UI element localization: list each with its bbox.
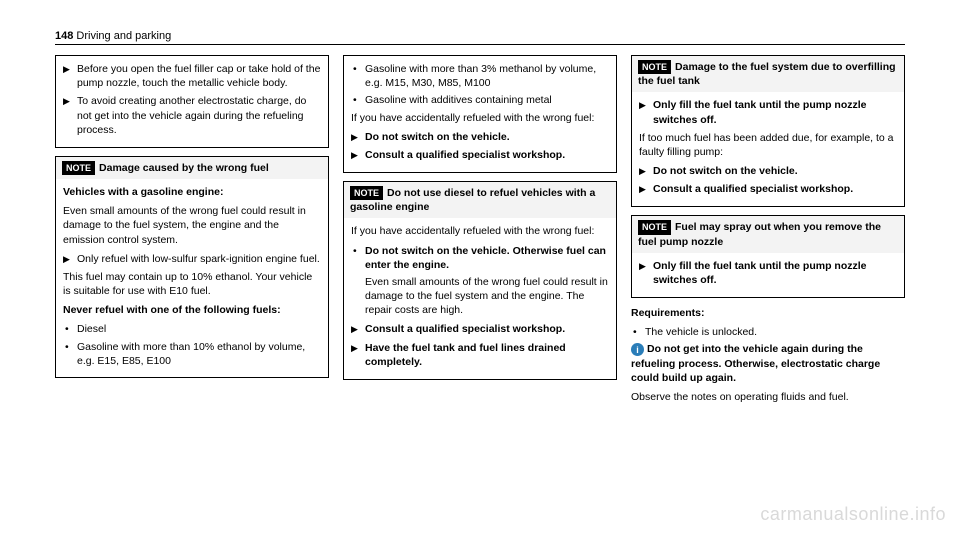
arrow-item: ▶ Do not switch on the vehicle.: [639, 164, 897, 178]
body-text-bold: Never refuel with one of the following f…: [63, 303, 321, 317]
triangle-icon: ▶: [351, 148, 365, 162]
section-title: Driving and parking: [76, 30, 171, 42]
arrow-text: Consult a qualified specialist workshop.: [653, 182, 897, 196]
triangle-icon: ▶: [639, 182, 653, 196]
footer-text: Observe the notes on operating fluids an…: [631, 390, 905, 404]
body-text: If you have accidentally refueled with t…: [351, 224, 609, 238]
column-2: • Gasoline with more than 3% methanol by…: [343, 55, 617, 409]
note-body: ▶ Only fill the fuel tank until the pump…: [631, 92, 905, 207]
body-text: Even small amounts of the wrong fuel cou…: [63, 204, 321, 247]
continuation-box: • Gasoline with more than 3% methanol by…: [343, 55, 617, 173]
arrow-text: Only fill the fuel tank until the pump n…: [653, 98, 897, 126]
bullet-item: • Gasoline with more than 10% ethanol by…: [63, 340, 321, 368]
body-text: If you have accidentally refueled with t…: [351, 111, 609, 125]
bullet-icon: •: [63, 322, 77, 336]
body-text: If too much fuel has been added due, for…: [639, 131, 897, 159]
note-header: NOTE Damage caused by the wrong fuel: [55, 156, 329, 179]
note-title: Damage caused by the wrong fuel: [99, 162, 269, 174]
triangle-icon: ▶: [351, 341, 365, 369]
note-title: Fuel may spray out when you remove the f…: [638, 221, 881, 247]
columns: ▶ Before you open the fuel filler cap or…: [55, 55, 905, 409]
note-body: If you have accidentally refueled with t…: [343, 218, 617, 380]
note-title: Damage to the fuel system due to overfil…: [638, 61, 896, 87]
triangle-icon: ▶: [63, 252, 77, 266]
arrow-item: ▶ Only fill the fuel tank until the pump…: [639, 98, 897, 126]
arrow-text: Do not switch on the vehicle.: [653, 164, 897, 178]
arrow-text: Before you open the fuel filler cap or t…: [77, 62, 321, 90]
arrow-text: Do not switch on the vehicle.: [365, 130, 609, 144]
note-header: NOTEDo not use diesel to refuel vehicles…: [343, 181, 617, 218]
page-container: 148 Driving and parking ▶ Before you ope…: [0, 0, 960, 419]
page-number: 148: [55, 30, 73, 42]
triangle-icon: ▶: [639, 98, 653, 126]
bullet-icon: •: [351, 62, 365, 90]
warning-box-1: ▶ Before you open the fuel filler cap or…: [55, 55, 329, 148]
subheading: Vehicles with a gasoline engine:: [63, 185, 321, 199]
arrow-text: Only fill the fuel tank until the pump n…: [653, 259, 897, 287]
bullet-item: • Gasoline with additives containing met…: [351, 93, 609, 107]
note-title: Do not use diesel to refuel vehicles wit…: [350, 187, 595, 213]
bullet-item: • Diesel: [63, 322, 321, 336]
body-text: This fuel may contain up to 10% ethanol.…: [63, 270, 321, 298]
sub-text: Even small amounts of the wrong fuel cou…: [351, 275, 609, 318]
note-body: ▶ Only fill the fuel tank until the pump…: [631, 253, 905, 298]
note-header: NOTEFuel may spray out when you remove t…: [631, 215, 905, 252]
arrow-text: Consult a qualified specialist workshop.: [365, 148, 609, 162]
column-1: ▶ Before you open the fuel filler cap or…: [55, 55, 329, 409]
arrow-text: Have the fuel tank and fuel lines draine…: [365, 341, 609, 369]
note-badge: NOTE: [62, 161, 95, 175]
bullet-text: Gasoline with additives containing metal: [365, 93, 609, 107]
arrow-text: Only refuel with low-sulfur spark-igniti…: [77, 252, 321, 266]
bullet-text: Do not switch on the vehicle. Otherwise …: [365, 244, 609, 272]
requirements-title: Requirements:: [631, 306, 905, 320]
bullet-icon: •: [631, 325, 645, 339]
arrow-text: Consult a qualified specialist workshop.: [365, 322, 609, 336]
info-paragraph: iDo not get into the vehicle again durin…: [631, 342, 905, 385]
note-body: Vehicles with a gasoline engine: Even sm…: [55, 179, 329, 378]
arrow-item: ▶ Consult a qualified specialist worksho…: [639, 182, 897, 196]
triangle-icon: ▶: [351, 130, 365, 144]
info-icon: i: [631, 343, 644, 356]
arrow-item: ▶ Consult a qualified specialist worksho…: [351, 148, 609, 162]
triangle-icon: ▶: [351, 322, 365, 336]
note-header: NOTEDamage to the fuel system due to ove…: [631, 55, 905, 92]
arrow-item: ▶ Only refuel with low-sulfur spark-igni…: [63, 252, 321, 266]
bullet-item: • The vehicle is unlocked.: [631, 325, 905, 339]
bullet-icon: •: [351, 93, 365, 107]
arrow-item: ▶ Only fill the fuel tank until the pump…: [639, 259, 897, 287]
triangle-icon: ▶: [63, 94, 77, 137]
page-header: 148 Driving and parking: [55, 30, 905, 45]
bullet-text: The vehicle is unlocked.: [645, 325, 905, 339]
arrow-item: ▶ To avoid creating another electrostati…: [63, 94, 321, 137]
arrow-text: To avoid creating another electrostatic …: [77, 94, 321, 137]
info-text: Do not get into the vehicle again during…: [631, 343, 880, 383]
triangle-icon: ▶: [639, 259, 653, 287]
bullet-text: Gasoline with more than 3% methanol by v…: [365, 62, 609, 90]
triangle-icon: ▶: [639, 164, 653, 178]
bullet-item: • Gasoline with more than 3% methanol by…: [351, 62, 609, 90]
watermark: carmanualsonline.info: [760, 504, 946, 525]
arrow-item: ▶ Do not switch on the vehicle.: [351, 130, 609, 144]
bullet-text: Diesel: [77, 322, 321, 336]
note-badge: NOTE: [638, 220, 671, 234]
triangle-icon: ▶: [63, 62, 77, 90]
note-badge: NOTE: [638, 60, 671, 74]
bullet-item: • Do not switch on the vehicle. Otherwis…: [351, 244, 609, 272]
column-3: NOTEDamage to the fuel system due to ove…: [631, 55, 905, 409]
bullet-icon: •: [351, 244, 365, 272]
arrow-item: ▶ Consult a qualified specialist worksho…: [351, 322, 609, 336]
note-badge: NOTE: [350, 186, 383, 200]
bullet-text: Gasoline with more than 10% ethanol by v…: [77, 340, 321, 368]
bullet-icon: •: [63, 340, 77, 368]
arrow-item: ▶ Before you open the fuel filler cap or…: [63, 62, 321, 90]
arrow-item: ▶ Have the fuel tank and fuel lines drai…: [351, 341, 609, 369]
